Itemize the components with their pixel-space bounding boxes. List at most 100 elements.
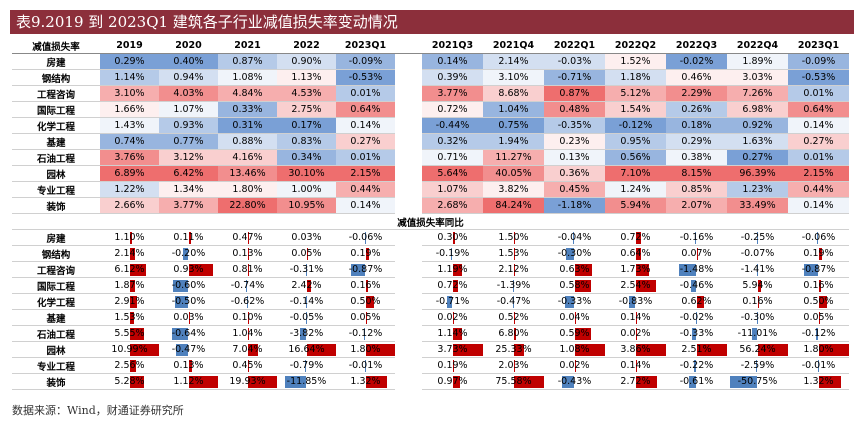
cell-text: 0.74%: [114, 136, 145, 147]
cell-text: -0.09%: [801, 56, 836, 67]
data-bar: [574, 328, 592, 340]
cell-text: 16.64%: [288, 344, 325, 355]
value-cell: 6.98%: [727, 101, 788, 118]
cell-text: 10.95%: [288, 200, 325, 211]
table-row: 专业工程 2.56% 0.13% 0.45% -0.79% -0.01% 0.19% 2.03…: [12, 357, 849, 374]
value-cell: 4.16%: [218, 149, 277, 166]
value-cell: -0.64%: [159, 325, 218, 342]
cell-text: 0.88%: [232, 136, 263, 147]
cell-text: -0.62%: [230, 296, 265, 307]
cell-text: 0.14%: [437, 56, 468, 67]
table-row: 国际工程 1.87% -0.60% -0.74% 2.42% 0.16% 0.72% -1.3…: [12, 277, 849, 294]
value-cell: -0.87%: [336, 261, 395, 278]
value-cell: -0.22%: [666, 357, 727, 374]
cell-text: 1.13%: [291, 72, 322, 83]
cell-text: 0.83%: [291, 136, 322, 147]
cell-text: 0.02%: [437, 312, 468, 323]
cell-text: 4.03%: [173, 88, 204, 99]
table-row: 房建 0.29% 0.40% 0.87% 0.90% -0.09% 0.14% 2.14% -0…: [12, 53, 849, 70]
value-cell: -0.31%: [277, 261, 336, 278]
cell-text: 1.14%: [114, 72, 145, 83]
cell-text: 0.87%: [232, 56, 263, 67]
cell-text: 0.14%: [350, 120, 381, 131]
value-cell: 1.04%: [218, 325, 277, 342]
cell-text: 0.13%: [232, 248, 263, 259]
cell-text: 3.10%: [498, 72, 529, 83]
cell-text: 2.75%: [291, 104, 322, 115]
cell-text: 0.58%: [559, 280, 590, 291]
cell-text: 1.80%: [803, 344, 834, 355]
cell-text: 0.64%: [803, 104, 834, 115]
value-cell: 22.80%: [218, 197, 277, 214]
value-cell: -0.14%: [277, 293, 336, 310]
cell-text: -0.19%: [435, 248, 470, 259]
value-cell: 1.52%: [605, 53, 666, 70]
value-cell: 96.39%: [727, 165, 788, 182]
cell-text: -0.20%: [171, 248, 206, 259]
cell-text: 13.46%: [229, 168, 266, 179]
cell-text: 0.36%: [559, 168, 590, 179]
value-cell: 2.66%: [100, 197, 159, 214]
value-cell: 0.13%: [544, 149, 605, 166]
cell-text: 0.02%: [559, 360, 590, 371]
cell-text: 0.01%: [803, 152, 834, 163]
cell-text: 3.77%: [437, 88, 468, 99]
cell-text: 0.10%: [232, 312, 263, 323]
cell-text: -0.22%: [679, 360, 714, 371]
value-cell: 2.14%: [100, 245, 159, 262]
row-label: 装饰: [12, 197, 100, 214]
value-cell: -0.07%: [727, 245, 788, 262]
cell-text: 96.39%: [739, 168, 776, 179]
cell-text: -0.53%: [801, 72, 836, 83]
value-cell: -0.61%: [666, 373, 727, 390]
cell-text: 0.13%: [173, 360, 204, 371]
cell-text: 5.28%: [114, 376, 145, 387]
data-bar: [452, 376, 461, 388]
data-bar: [247, 264, 249, 276]
data-bar: [188, 232, 192, 244]
cell-text: 0.64%: [350, 104, 381, 115]
cell-text: 0.87%: [559, 88, 590, 99]
data-bar: [756, 264, 758, 276]
data-bar: [513, 344, 524, 356]
value-cell: -11.01%: [727, 325, 788, 342]
data-bar: [635, 312, 637, 324]
value-cell: 0.83%: [277, 133, 336, 150]
value-cell: -0.47%: [159, 341, 218, 358]
table-row: 园林 10.99% -0.47% 7.04% 16.64% 1.80% 3.73% 25.33…: [12, 341, 849, 358]
data-bar: [446, 296, 453, 308]
value-cell: 0.14%: [336, 197, 395, 214]
cell-text: 1.54%: [620, 104, 651, 115]
data-bar: [246, 296, 248, 308]
data-bar: [452, 328, 462, 340]
cell-text: 0.39%: [437, 72, 468, 83]
gap-cell: [395, 310, 422, 326]
value-cell: 0.71%: [422, 149, 483, 166]
cell-text: -0.33%: [679, 328, 714, 339]
value-cell: -1.48%: [666, 261, 727, 278]
value-cell: -0.06%: [788, 229, 849, 246]
value-cell: 7.26%: [727, 85, 788, 102]
data-bar: [452, 280, 459, 292]
gap-cell: [395, 246, 422, 262]
cell-text: 1.52%: [620, 56, 651, 67]
data-bar: [757, 344, 788, 356]
cell-text: 3.12%: [173, 152, 204, 163]
cell-text: 40.05%: [495, 168, 532, 179]
gap-cell: [395, 70, 422, 86]
value-cell: 1.94%: [483, 133, 544, 150]
cell-text: 0.59%: [559, 328, 590, 339]
cell-text: 5.64%: [437, 168, 468, 179]
cell-text: 84.24%: [495, 200, 532, 211]
data-bar: [562, 376, 575, 388]
cell-text: 0.03%: [173, 312, 204, 323]
cell-text: 4.53%: [291, 88, 322, 99]
cell-text: 2.14%: [498, 56, 529, 67]
cell-text: 0.14%: [620, 360, 651, 371]
row-label: 专业工程: [12, 181, 100, 198]
cell-text: 1.23%: [742, 184, 773, 195]
cell-text: -50.75%: [737, 376, 778, 387]
value-cell: -0.83%: [605, 293, 666, 310]
data-bar: [818, 248, 822, 260]
value-cell: 40.05%: [483, 165, 544, 182]
